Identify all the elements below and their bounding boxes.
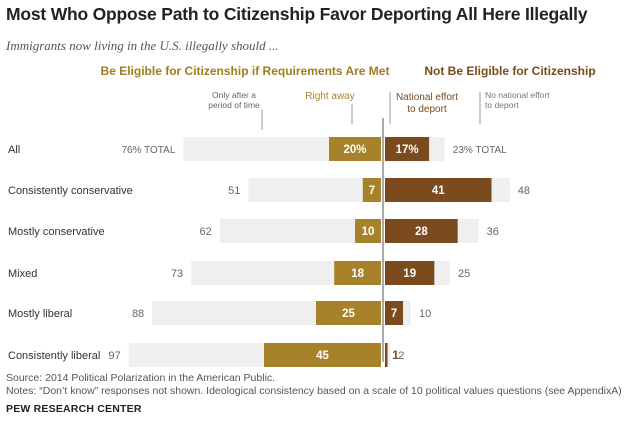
bar-no-national-mostly-conservative	[457, 219, 479, 243]
label-eligible-total-mostly-conservative: 62	[200, 226, 212, 238]
bar-national-mostly-conservative	[385, 219, 458, 243]
bar-only-after-all	[183, 137, 329, 161]
label-eligible-total-mostly-liberal: 88	[132, 308, 144, 320]
label-national-consistently-liberal: 1	[392, 350, 399, 362]
bar-no-national-mixed	[434, 261, 450, 285]
row-label-mostly-liberal: Mostly liberal	[8, 308, 72, 320]
bar-right-away-mixed	[334, 261, 381, 285]
label-eligible-total-consistently-liberal: 97	[109, 350, 121, 362]
bar-no-national-mostly-liberal	[403, 301, 411, 325]
bar-no-national-consistently-conservative	[491, 178, 510, 202]
bar-only-after-mostly-liberal	[152, 301, 316, 325]
bar-right-away-all	[329, 137, 381, 161]
source-note: Source: 2014 Political Polarization in t…	[6, 372, 276, 384]
legend-right-away: Right away	[305, 91, 354, 102]
label-not-eligible-total-mixed: 25	[458, 268, 470, 280]
label-right-away-all: 20%	[343, 144, 366, 156]
label-right-away-consistently-liberal: 45	[316, 350, 329, 362]
group-label-not-eligible: Not Be Eligible for Citizenship	[424, 64, 595, 78]
bar-right-away-mostly-conservative	[355, 219, 381, 243]
label-right-away-mostly-conservative: 10	[362, 226, 375, 238]
label-eligible-total-consistently-conservative: 51	[228, 185, 240, 197]
label-right-away-mixed: 18	[351, 268, 364, 280]
bar-national-mixed	[385, 261, 435, 285]
notes: Notes: “Don’t know” responses not shown.…	[6, 385, 622, 397]
bar-only-after-mostly-conservative	[219, 219, 355, 243]
bar-right-away-consistently-conservative	[362, 178, 381, 202]
label-not-eligible-total-consistently-conservative: 48	[518, 185, 530, 197]
label-national-mostly-conservative: 28	[415, 226, 428, 238]
bar-national-consistently-liberal	[385, 343, 388, 367]
legend-no-national-effort: No national effort to deport	[485, 90, 550, 110]
legend-national-effort: National effort to deport	[396, 92, 458, 115]
row-label-mostly-conservative: Mostly conservative	[8, 226, 105, 238]
label-national-mixed: 19	[403, 268, 416, 280]
bar-only-after-consistently-conservative	[248, 178, 363, 202]
bar-only-after-consistently-liberal	[128, 343, 264, 367]
brand-label: PEW RESEARCH CENTER	[6, 403, 142, 415]
chart-title: Most Who Oppose Path to Citizenship Favo…	[6, 4, 588, 24]
label-national-mostly-liberal: 7	[391, 308, 397, 320]
label-eligible-total-mixed: 73	[171, 268, 183, 280]
label-national-consistently-conservative: 41	[432, 185, 445, 197]
bar-only-after-mixed	[191, 261, 335, 285]
label-not-eligible-total-consistently-liberal: 2	[398, 350, 404, 362]
bar-national-mostly-liberal	[385, 301, 404, 325]
group-label-eligible: Be Eligible for Citizenship if Requireme…	[101, 64, 390, 78]
chart-subtitle: Immigrants now living in the U.S. illega…	[6, 38, 279, 53]
bar-national-all	[385, 137, 430, 161]
label-eligible-total-all: 76% TOTAL	[121, 145, 175, 156]
bar-right-away-consistently-liberal	[264, 343, 381, 367]
bar-national-consistently-conservative	[385, 178, 492, 202]
row-label-all: All	[8, 144, 20, 156]
label-right-away-consistently-conservative: 7	[369, 185, 375, 197]
label-not-eligible-total-mostly-liberal: 10	[419, 308, 431, 320]
bar-no-national-all	[429, 137, 445, 161]
bar-right-away-mostly-liberal	[316, 301, 381, 325]
row-label-consistently-liberal: Consistently liberal	[8, 350, 100, 362]
label-not-eligible-total-mostly-conservative: 36	[487, 226, 499, 238]
row-label-mixed: Mixed	[8, 268, 37, 280]
bar-no-national-consistently-liberal	[387, 343, 391, 367]
label-national-all: 17%	[396, 144, 419, 156]
label-not-eligible-total-all: 23% TOTAL	[453, 145, 507, 156]
legend-only-after: Only after a period of time	[208, 90, 260, 110]
label-right-away-mostly-liberal: 25	[342, 308, 355, 320]
row-label-consistently-conservative: Consistently conservative	[8, 185, 133, 197]
